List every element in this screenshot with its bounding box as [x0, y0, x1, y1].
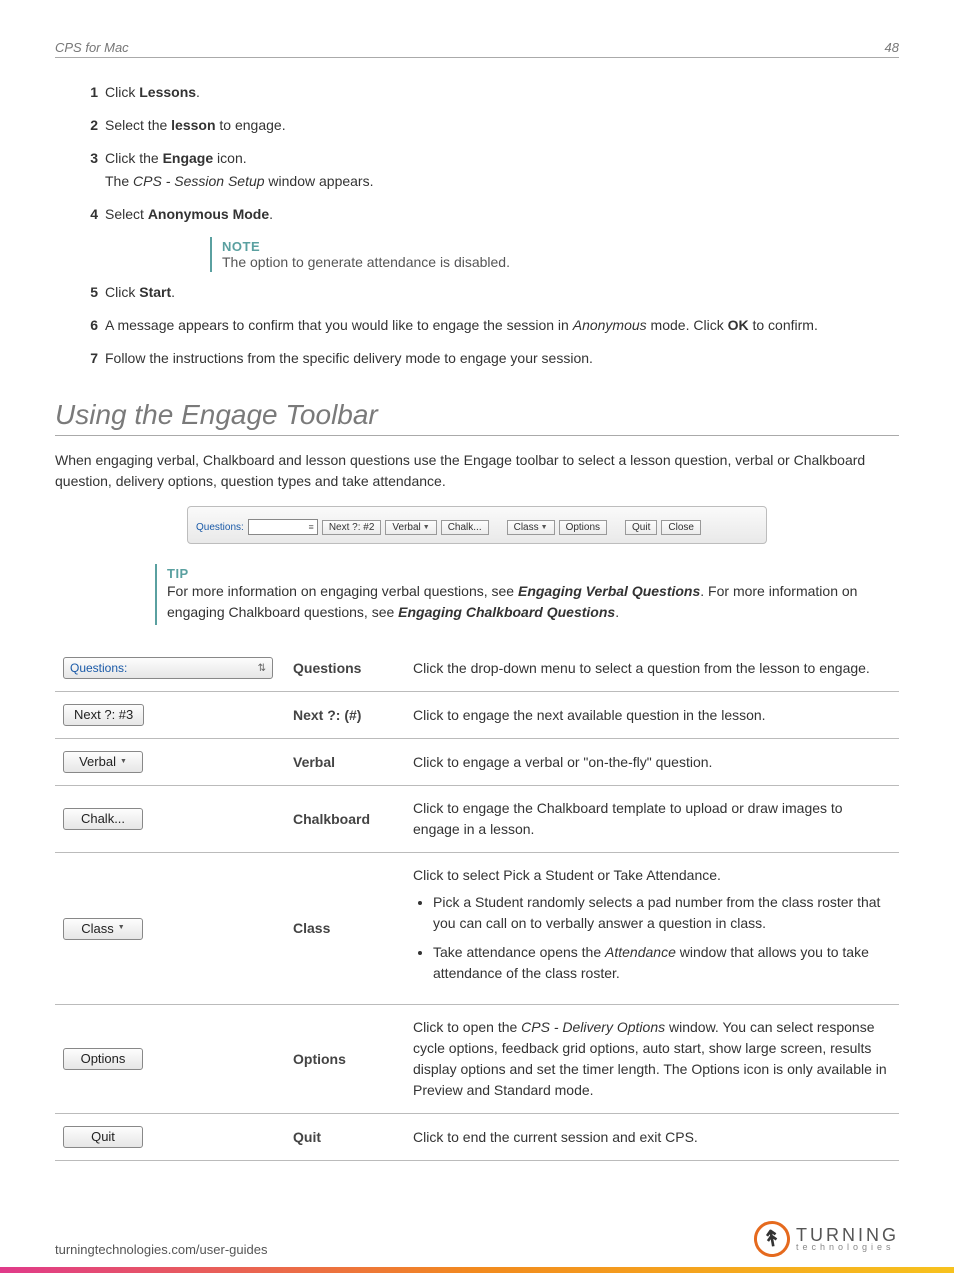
step-number: 2 — [80, 115, 98, 136]
icon-cell: Chalk... — [55, 786, 285, 853]
table-row: OptionsOptionsClick to open the CPS - De… — [55, 1005, 899, 1114]
logo: ↟ TURNING technologies — [754, 1221, 899, 1257]
step-item: 3Click the Engage icon.The CPS - Session… — [80, 148, 899, 192]
name-cell: Options — [285, 1005, 405, 1114]
step-number: 7 — [80, 348, 98, 369]
tip-body: For more information on engaging verbal … — [167, 581, 899, 623]
quit-button[interactable]: Quit — [63, 1126, 143, 1148]
quit-button[interactable]: Quit — [625, 520, 657, 535]
desc-cell: Click to engage the Chalkboard template … — [405, 786, 899, 853]
doc-title: CPS for Mac — [55, 40, 129, 55]
note-callout: NOTEThe option to generate attendance is… — [210, 237, 899, 272]
logo-mark-icon: ↟ — [751, 1218, 793, 1260]
section-intro: When engaging verbal, Chalkboard and les… — [55, 450, 899, 492]
options-button[interactable]: Options — [63, 1048, 143, 1070]
step-number: 1 — [80, 82, 98, 103]
questions-dropdown[interactable]: Questions:⇅ — [63, 657, 273, 679]
next-3-button[interactable]: Next ?: #3 — [63, 704, 144, 726]
name-cell: Chalkboard — [285, 786, 405, 853]
table-row: QuitQuitClick to end the current session… — [55, 1114, 899, 1161]
step-item: 4Select Anonymous Mode. — [80, 204, 899, 225]
desc-cell: Click to select Pick a Student or Take A… — [405, 853, 899, 1005]
step-number: 6 — [80, 315, 98, 336]
name-cell: Verbal — [285, 739, 405, 786]
verbal-button[interactable]: Verbal▼ — [63, 751, 143, 773]
toolbar-screenshot: Questions: ≡ Next ?: #2 Verbal▼ Chalk...… — [55, 506, 899, 544]
verbal-button[interactable]: Verbal▼ — [385, 520, 436, 535]
icon-cell: Next ?: #3 — [55, 692, 285, 739]
icon-cell: Questions:⇅ — [55, 645, 285, 692]
table-row: Next ?: #3 Next ?: (#)Click to engage the… — [55, 692, 899, 739]
chalk--button[interactable]: Chalk... — [63, 808, 143, 830]
page-footer: turningtechnologies.com/user-guides ↟ TU… — [0, 1221, 954, 1267]
page-number: 48 — [885, 40, 899, 55]
icon-cell: Class▼ — [55, 853, 285, 1005]
step-item: 7Follow the instructions from the specif… — [80, 348, 899, 369]
desc-cell: Click to engage the next available quest… — [405, 692, 899, 739]
step-item: 2Select the lesson to engage. — [80, 115, 899, 136]
chevron-down-icon: ▼ — [541, 524, 548, 531]
engage-toolbar: Questions: ≡ Next ?: #2 Verbal▼ Chalk...… — [187, 506, 767, 544]
name-cell: Next ?: (#) — [285, 692, 405, 739]
note-title: NOTE — [222, 239, 899, 254]
name-cell: Quit — [285, 1114, 405, 1161]
step-item: 5Click Start. — [80, 282, 899, 303]
step-number: 3 — [80, 148, 98, 169]
page-header: CPS for Mac 48 — [55, 40, 899, 58]
class-button[interactable]: Class▼ — [63, 918, 143, 940]
section-heading: Using the Engage Toolbar — [55, 399, 899, 436]
chevron-down-icon: ▼ — [120, 757, 127, 768]
step-item: 6A message appears to confirm that you w… — [80, 315, 899, 336]
tip-callout: TIP For more information on engaging ver… — [155, 564, 899, 625]
step-item: 1Click Lessons. — [80, 82, 899, 103]
table-row: Questions:⇅ QuestionsClick the drop-down … — [55, 645, 899, 692]
chevron-down-icon: ▼ — [118, 923, 125, 934]
footer-accent-bar — [0, 1267, 954, 1273]
desc-cell: Click to end the current session and exi… — [405, 1114, 899, 1161]
desc-cell: Click the drop-down menu to select a que… — [405, 645, 899, 692]
next-button[interactable]: Next ?: #2 — [322, 520, 382, 535]
name-cell: Questions — [285, 645, 405, 692]
step-number: 5 — [80, 282, 98, 303]
chevron-down-icon: ▼ — [423, 524, 430, 531]
table-row: Verbal▼ VerbalClick to engage a verbal or… — [55, 739, 899, 786]
list-item: Pick a Student randomly selects a pad nu… — [433, 892, 891, 934]
tip-title: TIP — [167, 566, 899, 581]
step-number: 4 — [80, 204, 98, 225]
chalk-button[interactable]: Chalk... — [441, 520, 489, 535]
note-body: The option to generate attendance is dis… — [222, 254, 899, 270]
icon-cell: Options — [55, 1005, 285, 1114]
close-button[interactable]: Close — [661, 520, 701, 535]
desc-cell: Click to engage a verbal or "on-the-fly"… — [405, 739, 899, 786]
reference-table: Questions:⇅ QuestionsClick the drop-down … — [55, 645, 899, 1161]
list-item: Take attendance opens the Attendance win… — [433, 942, 891, 984]
table-row: Chalk... ChalkboardClick to engage the Ch… — [55, 786, 899, 853]
desc-cell: Click to open the CPS - Delivery Options… — [405, 1005, 899, 1114]
icon-cell: Quit — [55, 1114, 285, 1161]
questions-dropdown[interactable]: ≡ — [248, 519, 318, 535]
class-button[interactable]: Class▼ — [507, 520, 555, 535]
table-row: Class▼ ClassClick to select Pick a Studen… — [55, 853, 899, 1005]
questions-label: Questions: — [196, 522, 244, 533]
name-cell: Class — [285, 853, 405, 1005]
footer-url: turningtechnologies.com/user-guides — [55, 1242, 267, 1257]
logo-text-small: technologies — [796, 1243, 899, 1251]
steps-list: 1Click Lessons. 2Select the lesson to eng… — [55, 82, 899, 369]
icon-cell: Verbal▼ — [55, 739, 285, 786]
options-button[interactable]: Options — [559, 520, 607, 535]
